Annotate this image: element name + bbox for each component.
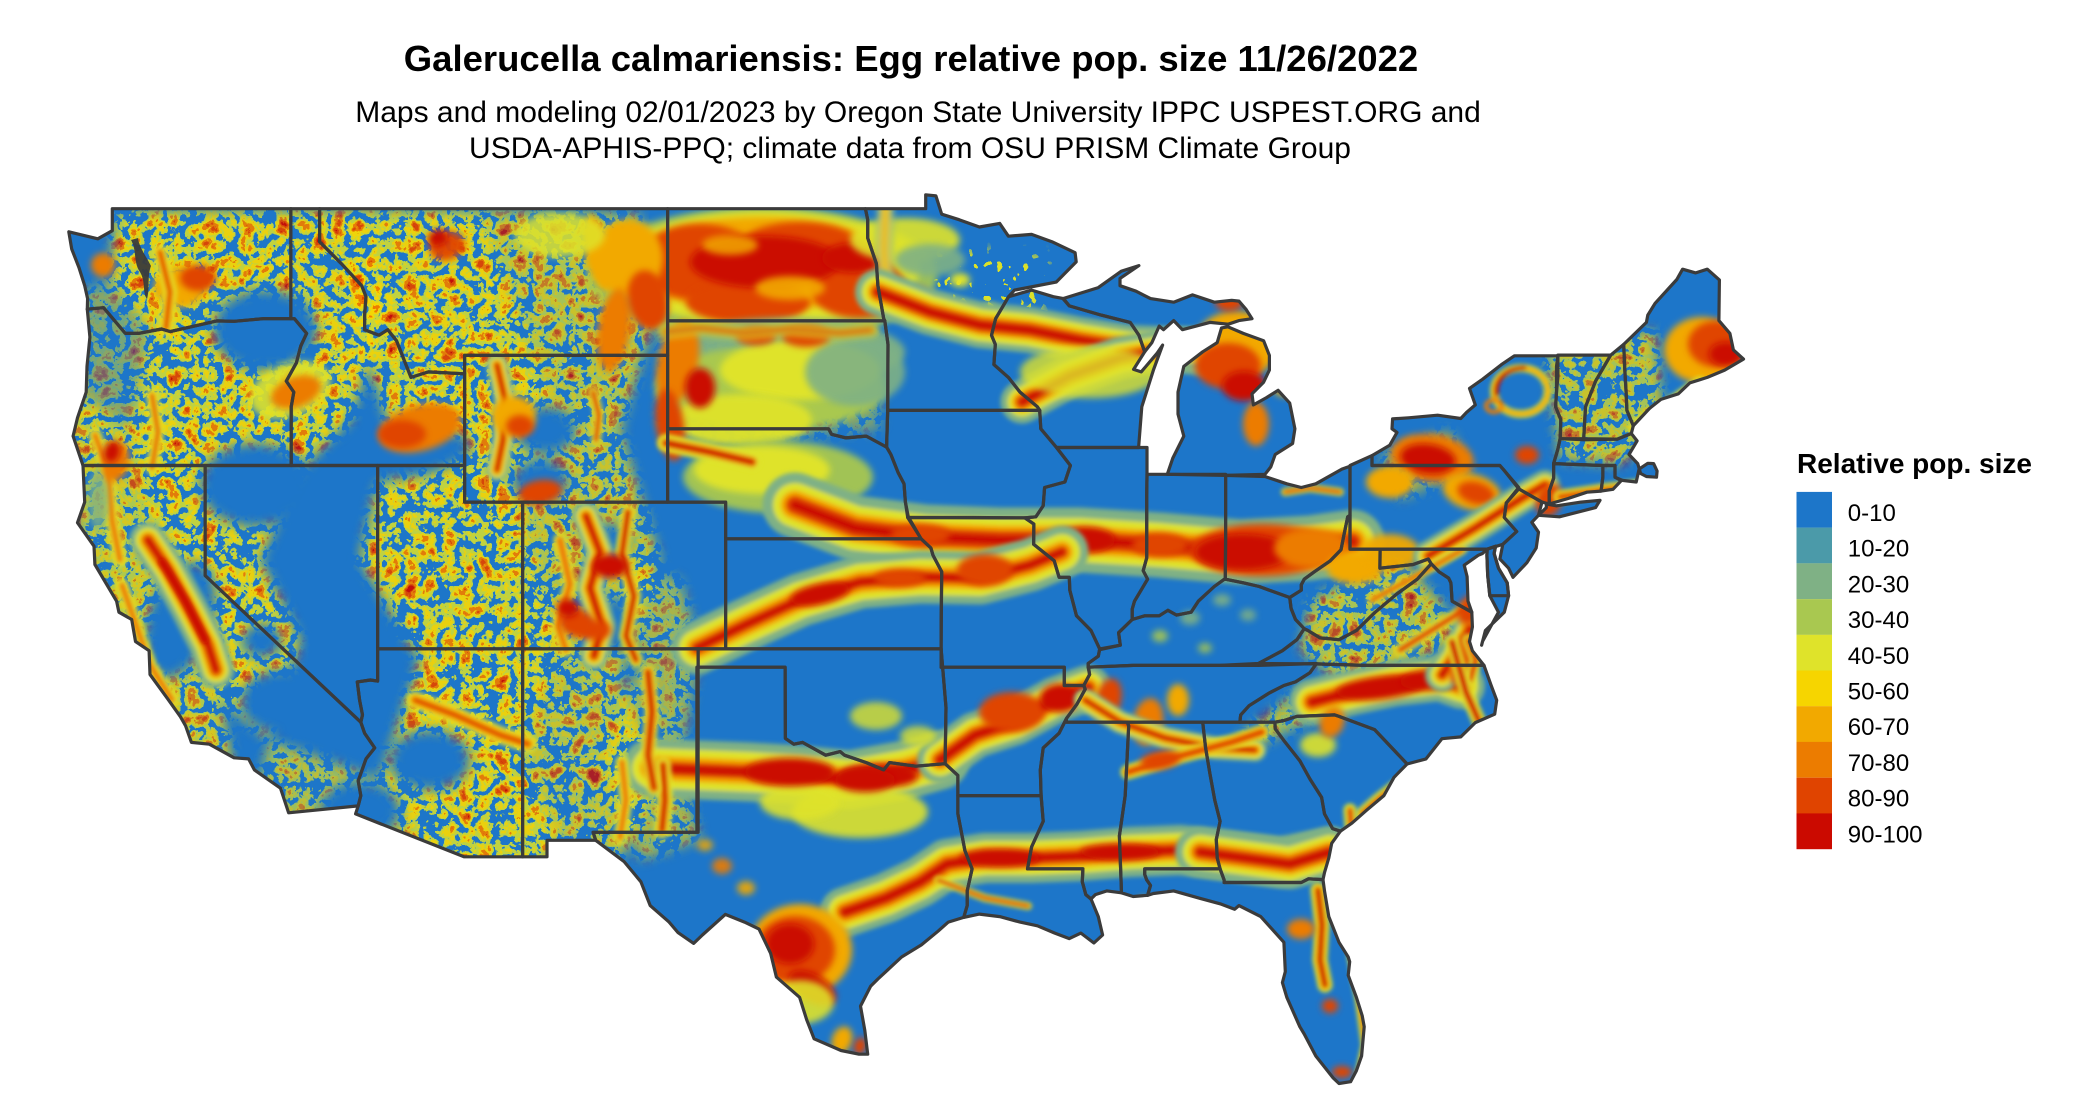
svg-text:Galerucella calmariensis: Egg: Galerucella calmariensis: Egg relative p… bbox=[404, 38, 1418, 79]
svg-text:20-30: 20-30 bbox=[1848, 571, 1909, 598]
svg-text:30-40: 30-40 bbox=[1848, 607, 1909, 634]
svg-text:0-10: 0-10 bbox=[1848, 500, 1896, 527]
svg-text:Maps and modeling 02/01/2023 b: Maps and modeling 02/01/2023 by Oregon S… bbox=[355, 96, 1481, 129]
svg-text:Relative pop. size: Relative pop. size bbox=[1797, 448, 2032, 479]
svg-text:70-80: 70-80 bbox=[1848, 750, 1909, 777]
svg-text:90-100: 90-100 bbox=[1848, 821, 1923, 848]
svg-text:USDA-APHIS-PPQ; climate data f: USDA-APHIS-PPQ; climate data from OSU PR… bbox=[469, 132, 1351, 165]
svg-text:40-50: 40-50 bbox=[1848, 643, 1909, 670]
svg-text:80-90: 80-90 bbox=[1848, 786, 1909, 813]
svg-text:10-20: 10-20 bbox=[1848, 536, 1909, 563]
svg-text:60-70: 60-70 bbox=[1848, 714, 1909, 741]
svg-text:50-60: 50-60 bbox=[1848, 679, 1909, 706]
